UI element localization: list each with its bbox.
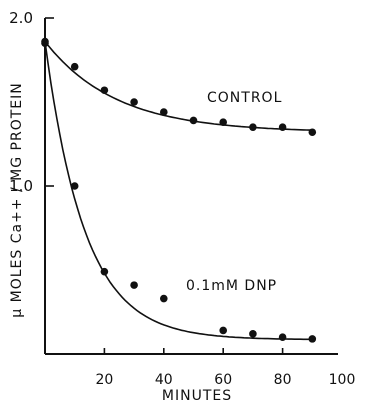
y-tick-label: 1.0 [9,177,33,195]
data-point-dnp [130,281,138,289]
x-tick-label: 40 [155,372,173,388]
data-point-control [278,123,287,131]
y-tick-label: 2.0 [9,9,33,27]
data-point-dnp [249,330,257,338]
labels: 20 40 60 80 100 1.0 2.0 MINUTES μ MOLES Ca++ / M… [9,9,355,403]
axes [44,17,338,355]
fit-curve-dnp [44,41,313,341]
series-label-control: CONTROL [207,90,282,106]
data-point-dnp [70,182,79,190]
data-point-dnp [41,37,49,46]
data-point-dnp [278,333,287,342]
x-axis-title: MINUTES [162,388,232,403]
x-tick-label: 60 [214,372,232,388]
data-point-control [70,62,79,71]
data-point-control [160,108,168,116]
x-tick-label: 100 [329,372,356,388]
data-point-control [249,123,257,131]
data-point-control [100,86,109,95]
series-label-dnp: 0.1mM DNP [186,278,277,294]
data-point-control [189,116,198,125]
fit-curve-control [44,41,313,131]
x-tick-label: 20 [95,372,113,388]
data-point-dnp [100,267,109,276]
x-tick-label: 80 [274,372,292,388]
data-points [41,37,317,343]
fit-curves [44,41,313,341]
data-point-control [130,98,138,106]
data-point-dnp [160,294,168,303]
data-point-dnp [308,335,317,343]
data-point-dnp [219,326,227,335]
data-point-control [219,118,227,126]
y-axis-title: μ MOLES Ca++ / MG PROTEIN [9,82,25,317]
data-point-control [308,128,317,137]
